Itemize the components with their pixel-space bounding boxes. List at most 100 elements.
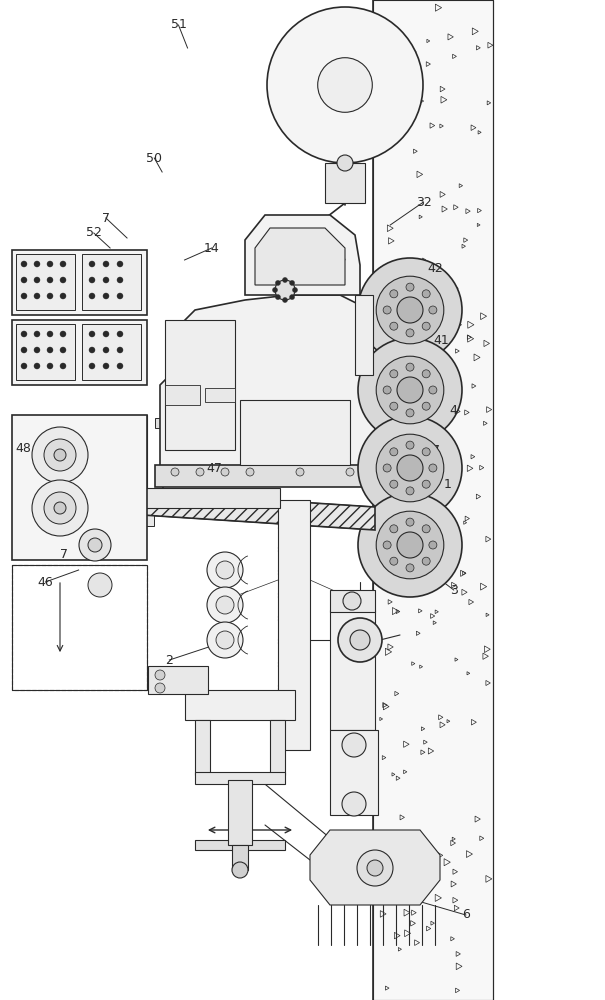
Circle shape [47,293,53,299]
Circle shape [422,448,430,456]
Circle shape [103,277,109,283]
Bar [16,324,75,380]
Circle shape [171,468,179,476]
Circle shape [117,261,123,267]
Circle shape [207,552,243,588]
Circle shape [383,386,391,394]
Text: 41: 41 [434,334,450,347]
Bar [140,506,154,526]
Circle shape [292,288,298,292]
Bar [12,250,147,315]
Polygon shape [245,215,360,295]
Circle shape [331,71,359,99]
Text: 3: 3 [450,584,458,596]
Bar [330,610,375,730]
Text: 48: 48 [15,442,31,454]
Bar [12,565,147,690]
Bar [270,720,285,775]
Circle shape [88,573,112,597]
Circle shape [337,155,353,171]
Circle shape [290,280,295,285]
Circle shape [34,261,40,267]
Polygon shape [310,830,440,905]
Circle shape [117,347,123,353]
Circle shape [358,258,462,362]
Circle shape [155,683,165,693]
Circle shape [89,347,95,353]
Circle shape [390,480,398,488]
Bar [240,400,350,465]
Bar [228,780,252,845]
Circle shape [383,541,391,549]
Circle shape [376,511,444,579]
Circle shape [318,58,372,112]
Text: 32: 32 [416,196,431,209]
Bar [65,488,280,508]
Text: 7: 7 [431,444,440,456]
Circle shape [342,792,366,816]
Text: 1: 1 [443,479,452,491]
Circle shape [429,306,437,314]
Circle shape [60,347,66,353]
Circle shape [358,416,462,520]
Circle shape [343,592,361,610]
Circle shape [383,464,391,472]
Circle shape [21,331,27,337]
Circle shape [60,261,66,267]
Circle shape [346,468,354,476]
Circle shape [34,363,40,369]
Text: 51: 51 [171,18,186,31]
Circle shape [89,293,95,299]
Circle shape [367,860,383,876]
Circle shape [422,370,430,378]
Bar [185,690,295,720]
Bar [82,324,141,380]
Bar [12,320,147,385]
Circle shape [422,480,430,488]
Bar [195,720,210,775]
Circle shape [103,261,109,267]
Circle shape [358,338,462,442]
Circle shape [406,441,414,449]
Circle shape [60,277,66,283]
Circle shape [406,329,414,337]
Text: 7: 7 [59,548,68,562]
Bar [155,465,380,487]
Circle shape [32,480,88,536]
Text: 52: 52 [86,227,102,239]
Circle shape [296,468,304,476]
Circle shape [275,280,295,300]
Circle shape [390,290,398,298]
Bar [195,772,285,784]
Circle shape [21,277,27,283]
Text: 4: 4 [450,403,458,416]
Circle shape [216,596,234,614]
Text: 49: 49 [33,349,49,361]
Circle shape [216,561,234,579]
Circle shape [47,261,53,267]
Text: 6: 6 [462,908,470,922]
Circle shape [196,468,204,476]
Circle shape [47,277,53,283]
Circle shape [390,402,398,410]
Circle shape [397,532,423,558]
Text: 14: 14 [204,241,220,254]
Bar [82,254,141,310]
Text: 50: 50 [146,151,162,164]
Circle shape [155,670,165,680]
Circle shape [34,331,40,337]
Circle shape [117,277,123,283]
Circle shape [47,331,53,337]
Bar [148,666,208,694]
Polygon shape [285,245,345,264]
Circle shape [390,557,398,565]
Circle shape [422,322,430,330]
Circle shape [54,502,66,514]
Circle shape [117,331,123,337]
Circle shape [397,377,423,403]
Circle shape [272,288,278,292]
Circle shape [232,862,248,878]
Circle shape [383,306,391,314]
Circle shape [60,363,66,369]
Circle shape [60,293,66,299]
